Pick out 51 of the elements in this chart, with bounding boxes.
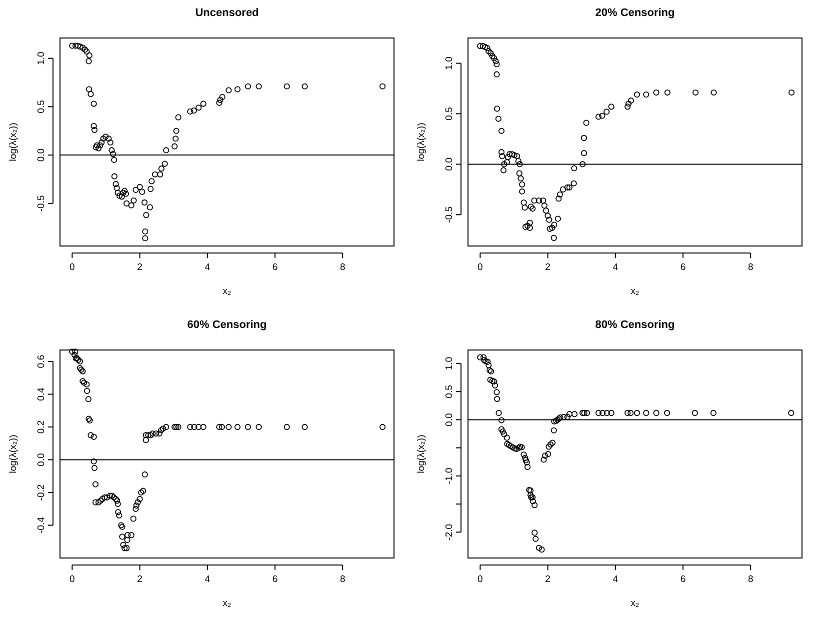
y-tick-label: 0.2	[36, 420, 47, 434]
x-tick-label: 2	[545, 262, 550, 273]
x-tick-label: 4	[612, 262, 618, 273]
y-tick-label: -0.5	[36, 195, 47, 212]
x-tick-label: 8	[340, 574, 346, 585]
chart-title: 20% Censoring	[595, 7, 675, 19]
y-axis-title: log(λ(x₂))	[8, 434, 19, 474]
y-tick-label: 0.0	[36, 453, 47, 466]
x-axis-title: x₂	[630, 598, 640, 609]
x-axis-title: x₂	[222, 598, 232, 609]
y-tick-label: 1.0	[444, 56, 455, 70]
y-tick-label: 1.0	[36, 52, 47, 65]
x-tick-label: 6	[272, 262, 278, 273]
x-tick-label: 8	[748, 262, 754, 273]
x-tick-label: 2	[545, 574, 550, 585]
x-tick-label: 6	[680, 262, 686, 273]
y-tick-label: 1.0	[444, 356, 455, 370]
y-tick-label: -0.2	[36, 484, 47, 501]
y-tick-label: 0.0	[36, 148, 47, 162]
x-tick-label: 4	[204, 262, 210, 273]
y-tick-label: 0.6	[36, 354, 47, 368]
chart-title: 80% Censoring	[595, 319, 675, 331]
y-tick-label: 0.4	[36, 388, 47, 401]
x-axis-title: x₂	[222, 286, 232, 297]
y-tick-label: -0.4	[36, 517, 47, 534]
x-tick-label: 0	[70, 574, 75, 585]
x-tick-label: 4	[204, 574, 210, 585]
y-tick-label: -1.0	[444, 468, 455, 484]
chart-title: Uncensored	[195, 7, 259, 19]
y-tick-label: -0.5	[444, 206, 455, 223]
x-tick-label: 2	[137, 262, 142, 273]
x-tick-label: 2	[137, 574, 142, 585]
x-tick-label: 0	[70, 262, 75, 273]
x-axis-title: x₂	[630, 286, 640, 297]
y-axis-title: log(λ(x₂))	[416, 122, 427, 162]
x-tick-label: 4	[612, 574, 618, 585]
x-tick-label: 0	[478, 262, 483, 273]
x-tick-label: 8	[340, 262, 346, 273]
y-axis-title: log(λ(x₂))	[8, 122, 19, 162]
x-tick-label: 6	[272, 574, 278, 585]
y-tick-label: 0.5	[444, 107, 455, 120]
x-tick-label: 0	[478, 574, 483, 585]
y-tick-label: -2.0	[444, 524, 455, 540]
y-tick-label: 0.0	[444, 158, 455, 171]
x-tick-label: 6	[680, 574, 686, 585]
y-tick-label: 0.5	[36, 100, 47, 114]
x-tick-label: 8	[748, 574, 754, 585]
chart-title: 60% Censoring	[187, 319, 267, 331]
y-axis-title: log(λ(x₂))	[416, 434, 427, 474]
y-tick-label: 0.5	[444, 384, 455, 398]
y-tick-label: 0.0	[444, 413, 455, 426]
